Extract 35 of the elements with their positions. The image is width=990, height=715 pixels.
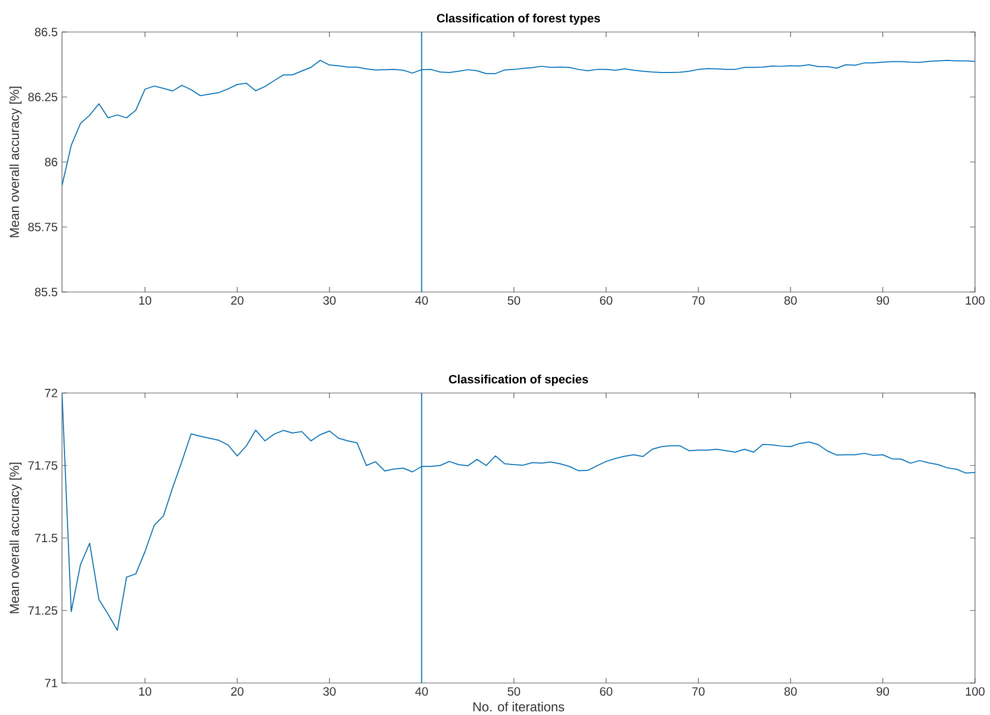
chart-title: Classification of species bbox=[448, 374, 588, 386]
x-tick-label: 30 bbox=[323, 296, 336, 304]
x-tick-label: 90 bbox=[876, 686, 889, 696]
x-tick-label: 80 bbox=[784, 686, 797, 696]
y-tick-label: 71.75 bbox=[28, 461, 58, 470]
x-tick-label: 90 bbox=[876, 296, 889, 304]
x-tick-label: 30 bbox=[323, 686, 336, 696]
x-tick-label: 100 bbox=[966, 296, 985, 304]
y-tick-label: 86 bbox=[44, 158, 58, 166]
x-tick-label: 50 bbox=[508, 686, 520, 696]
y-axis-title: Mean overall accuracy [%] bbox=[9, 86, 22, 237]
chart-title: Classification of forest types bbox=[436, 13, 600, 25]
y-tick-label: 85.75 bbox=[28, 222, 58, 232]
y-tick-label: 86.5 bbox=[34, 28, 58, 36]
x-tick-label: 40 bbox=[415, 686, 428, 696]
x-tick-label: 80 bbox=[784, 296, 797, 304]
x-tick-label: 100 bbox=[966, 686, 985, 696]
x-tick-label: 70 bbox=[692, 686, 705, 696]
x-tick-label: 70 bbox=[692, 296, 705, 304]
y-tick-label: 86.25 bbox=[28, 92, 58, 102]
x-tick-label: 10 bbox=[139, 296, 152, 304]
y-tick-label: 71 bbox=[45, 678, 58, 687]
x-tick-label: 10 bbox=[139, 686, 152, 696]
x-tick-label: 50 bbox=[508, 296, 520, 304]
x-tick-label: 20 bbox=[231, 686, 244, 696]
y-tick-label: 71.5 bbox=[35, 534, 58, 542]
x-axis-title: No. of iterations bbox=[473, 702, 564, 712]
x-tick-label: 60 bbox=[600, 296, 612, 304]
y-tick-label: 85.5 bbox=[34, 288, 58, 296]
x-tick-label: 40 bbox=[415, 296, 428, 304]
x-tick-label: 20 bbox=[231, 296, 244, 304]
y-tick-label: 72 bbox=[45, 388, 58, 397]
y-axis-title: Mean overall accuracy [%] bbox=[9, 462, 22, 613]
y-tick-label: 71.25 bbox=[28, 606, 58, 615]
x-tick-label: 60 bbox=[600, 686, 612, 696]
